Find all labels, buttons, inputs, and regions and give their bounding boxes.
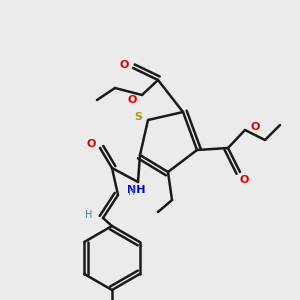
Text: O: O xyxy=(239,175,249,185)
Text: H: H xyxy=(128,187,136,197)
Text: NH: NH xyxy=(127,185,145,195)
Text: H: H xyxy=(85,210,93,220)
Text: O: O xyxy=(119,60,129,70)
Text: S: S xyxy=(134,112,142,122)
Text: O: O xyxy=(127,95,137,105)
Text: O: O xyxy=(250,122,260,132)
Text: O: O xyxy=(86,139,96,149)
